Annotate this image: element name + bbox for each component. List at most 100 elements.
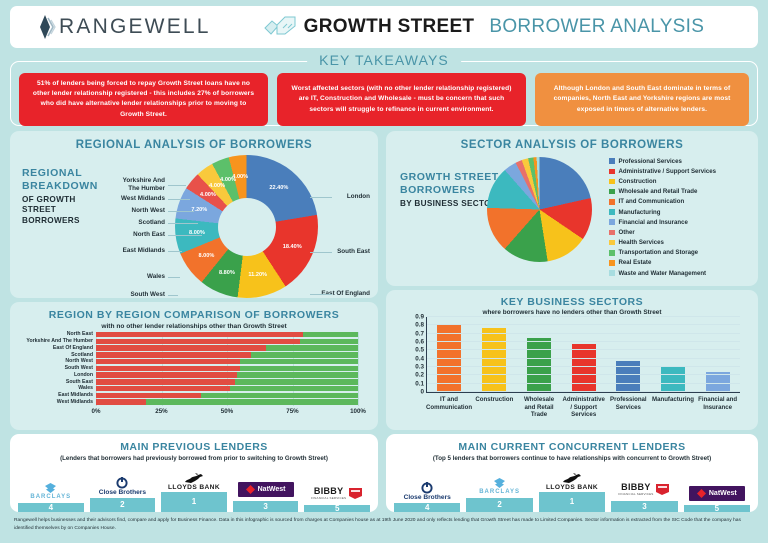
- sector-legend-label: Construction: [618, 177, 657, 185]
- key-sectors-gridline: 0.2: [415, 372, 740, 379]
- callout-leader-line: [168, 199, 190, 200]
- key-sectors-y-tick: 0: [420, 388, 424, 396]
- bibby-tagline: FINANCIAL SERVICES: [618, 492, 654, 496]
- region-bar-label: South East: [65, 378, 93, 385]
- previous-lenders-panel: MAIN PREVIOUS LENDERS (Lenders that borr…: [10, 434, 378, 513]
- current-lenders-panel: MAIN CURRENT CONCURRENT LENDERS (Top 5 l…: [386, 434, 758, 513]
- donut-slice-label: 4.00%: [209, 183, 226, 190]
- key-sectors-bar: [660, 366, 685, 392]
- region-callout-label: East Midlands: [122, 247, 165, 254]
- key-sectors-gridline: 0: [420, 389, 740, 396]
- lender-logo: BIBBY FINANCIAL SERVICES: [304, 481, 370, 505]
- sector-legend-swatch: [609, 250, 615, 256]
- key-sectors-y-tick: 0.7: [415, 330, 424, 338]
- lender-cell[interactable]: BARCLAYS 4: [18, 472, 84, 512]
- sector-legend-swatch: [609, 270, 615, 276]
- current-lenders-title: MAIN CURRENT CONCURRENT LENDERS: [458, 441, 686, 453]
- lender-logo: BARCLAYS: [18, 479, 84, 503]
- lender-cell[interactable]: NatWest 3: [232, 472, 299, 512]
- region-bar-fill: [96, 358, 241, 365]
- sector-legend-item: Waste and Water Management: [609, 268, 757, 278]
- sector-legend-swatch: [609, 178, 615, 185]
- key-sectors-bar-column: [561, 317, 606, 392]
- sector-legend-item: Transportation and Storage: [609, 248, 757, 258]
- donut-slice-label: 22.40%: [269, 185, 289, 192]
- lender-cell[interactable]: NatWest 5: [683, 472, 751, 513]
- key-sectors-bar-column: [695, 317, 740, 392]
- natwest-logo-box: NatWest: [237, 481, 294, 497]
- region-callout-label: South East: [337, 248, 370, 255]
- regional-analysis-panel: REGIONAL ANALYSIS OF BORROWERS REGIONAL …: [10, 131, 378, 298]
- sector-legend-item: Financial and Insurance: [609, 217, 757, 227]
- callout-leader-line: [168, 295, 178, 296]
- lender-cell[interactable]: LLOYDS BANK 1: [538, 472, 606, 512]
- key-sectors-x-label: IT and Communication: [426, 396, 473, 411]
- sector-legend: Professional Services Administrative / Su…: [609, 156, 757, 278]
- key-sectors-gridline: 0.8: [415, 322, 740, 329]
- sector-legend-label: Financial and Insurance: [618, 218, 688, 226]
- region-bar-label: East Of England: [52, 344, 93, 351]
- bibby-tagline: FINANCIAL SERVICES: [311, 496, 347, 500]
- lender-rank-badge: 4: [394, 503, 461, 512]
- lender-cell[interactable]: BIBBY FINANCIAL SERVICES 5: [304, 472, 370, 513]
- rangewell-logo: RANGEWELL: [34, 14, 211, 40]
- sector-panel-title: SECTOR ANALYSIS OF BORROWERS: [460, 139, 684, 151]
- region-callout-label: North West: [131, 207, 165, 214]
- lloyds-wordmark: LLOYDS BANK: [546, 484, 599, 491]
- bibby-flag-icon: [349, 487, 363, 499]
- lender-rank-badge: 3: [232, 501, 299, 512]
- previous-lenders-row: BARCLAYS 4 Close Brothers 2 LLOYDS BANK 1 NatW…: [18, 472, 370, 513]
- key-sectors-y-tick: 0.6: [415, 338, 424, 346]
- key-sectors-bar-column: [651, 317, 696, 392]
- key-sectors-x-label: Wholesale and Retail Trade: [523, 396, 555, 419]
- key-sectors-gridline: 0.4: [415, 355, 740, 362]
- lender-cell[interactable]: Close Brothers 2: [89, 472, 156, 512]
- sector-legend-item: Health Services: [609, 238, 757, 248]
- key-sectors-y-tick: 0.5: [415, 346, 424, 354]
- lender-cell[interactable]: BARCLAYS 2: [466, 472, 533, 512]
- region-callout-label: East Of England: [321, 290, 370, 297]
- sector-legend-item: Professional Services: [609, 156, 757, 166]
- sector-side-label-main: GROWTH STREET BORROWERS: [400, 171, 499, 196]
- key-sectors-gridline: 0.1: [415, 380, 740, 387]
- region-callout-label: Wales: [147, 273, 165, 280]
- sector-legend-item: IT and Communication: [609, 197, 757, 207]
- region-bar-label: North East: [66, 331, 93, 338]
- lender-rank-badge: 5: [304, 505, 370, 513]
- sector-legend-swatch: [609, 168, 615, 175]
- sector-legend-swatch: [609, 158, 615, 164]
- region-bar-label: North West: [65, 358, 93, 365]
- donut-slice-label: 11.20%: [248, 272, 268, 279]
- sector-pie-chart: [487, 157, 592, 262]
- region-bar-fill: [96, 345, 267, 351]
- key-sectors-x-label: Financial and Insurance: [698, 396, 738, 411]
- key-sectors-bars: [427, 317, 740, 392]
- region-bars-chart: North East Yorkshire And The Humber East O…: [26, 331, 358, 406]
- region-bar-label: Yorkshire And The Humber: [26, 338, 93, 345]
- takeaway-box-3-text: Although London and South East dominate …: [553, 85, 731, 113]
- bibby-logo: BIBBY FINANCIAL SERVICES: [618, 482, 670, 496]
- lender-cell[interactable]: Close Brothers 4: [394, 472, 461, 512]
- callout-leader-line: [168, 235, 202, 236]
- donut-slice-label: 8.80%: [218, 269, 235, 276]
- lender-cell[interactable]: LLOYDS BANK 1: [161, 472, 227, 512]
- region-bar-label: West Midlands: [56, 398, 93, 405]
- donut-slice-label: 4.00%: [200, 191, 216, 198]
- lender-cell[interactable]: BIBBY FINANCIAL SERVICES 3: [611, 472, 678, 512]
- key-sectors-bar-column: [516, 317, 561, 392]
- regional-breakdown-sublabel: OF GROWTH STREET BORROWERS: [22, 195, 80, 225]
- sector-legend-label: Health Services: [618, 239, 664, 247]
- current-lenders-subtitle: (Top 5 lenders that borrowers continue t…: [432, 455, 712, 462]
- donut-slice-label: 18.40%: [282, 243, 302, 250]
- close-brothers-wordmark: Close Brothers: [98, 488, 147, 496]
- region-bar-row: North West: [65, 358, 358, 365]
- sector-legend-item: Real Estate: [609, 258, 757, 268]
- key-takeaways-boxes: 51% of lenders being forced to repay Gro…: [19, 73, 749, 126]
- lender-logo: LLOYDS BANK: [161, 472, 227, 492]
- previous-lenders-subtitle: (Lenders that borrowers had previously b…: [60, 455, 328, 462]
- sector-legend-item: Manufacturing: [609, 207, 757, 217]
- regional-breakdown-label: REGIONAL BREAKDOWN: [22, 167, 98, 192]
- key-sectors-subtitle: where borrowers have no lenders other th…: [482, 309, 662, 316]
- natwest-cube-icon: [245, 484, 255, 494]
